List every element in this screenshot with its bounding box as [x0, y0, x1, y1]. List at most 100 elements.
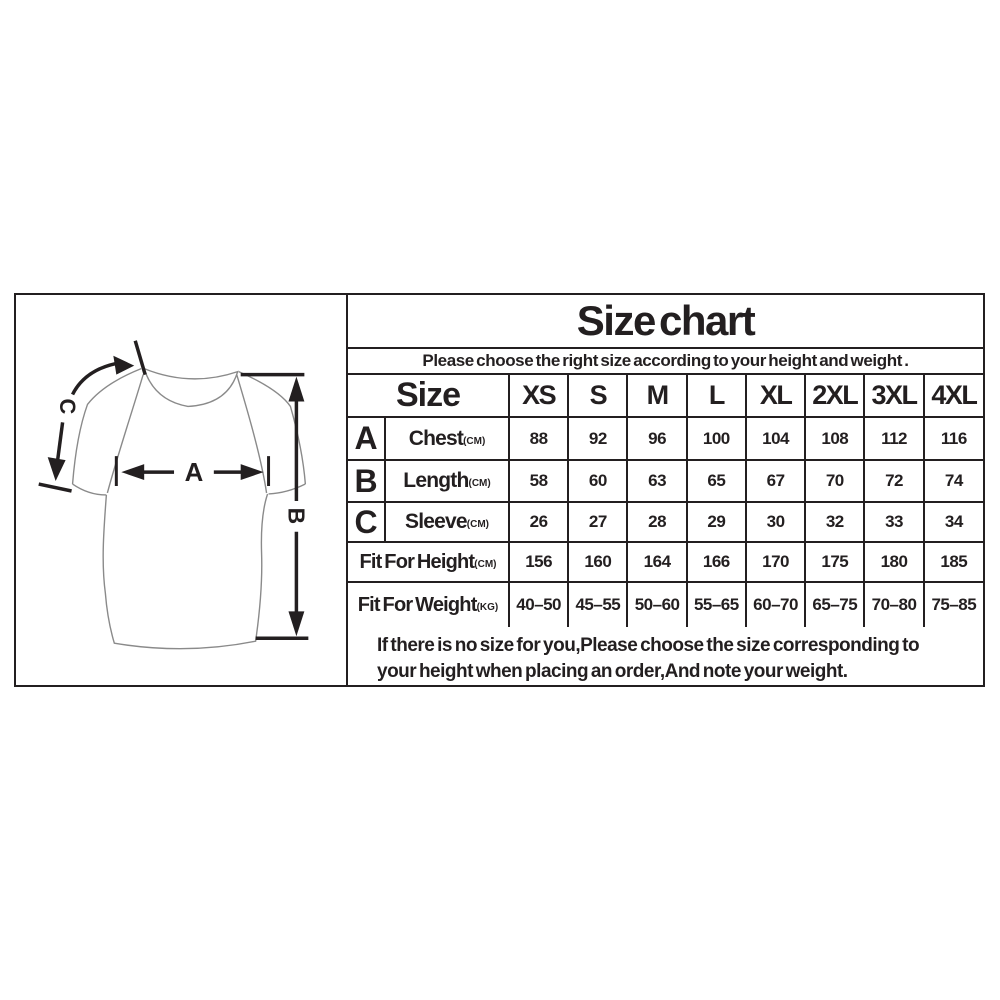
- column-header-xl: XL: [744, 374, 807, 418]
- cell-value: 50–60: [626, 581, 688, 628]
- table-row-fit-height: Fit For Height(CM) 156 160 164 166 170 1…: [346, 541, 985, 583]
- row-label: Chest(CM): [383, 416, 511, 461]
- cell-value: 34: [922, 501, 985, 543]
- cell-value: 164: [626, 541, 688, 583]
- size-chart-note: If there is no size for you,Please choos…: [348, 627, 983, 685]
- table-row-length: B Length(CM) 58 60 63 65 67 70 72 74: [347, 459, 985, 503]
- table-header-row: Size XS S M L XL 2XL 3XL 4XL: [346, 374, 985, 418]
- cell-value: 33: [863, 501, 925, 543]
- size-chart-title: Size chart: [348, 295, 983, 349]
- row-letter: B: [347, 459, 386, 503]
- cell-value: 166: [685, 541, 747, 583]
- cell-value: 156: [508, 541, 570, 583]
- cell-value: 32: [804, 501, 866, 543]
- cell-value: 72: [863, 459, 925, 503]
- row-letter: A: [347, 416, 386, 461]
- column-header-4xl: 4XL: [922, 374, 985, 418]
- row-unit: (CM): [474, 558, 497, 570]
- sleeve-tick-bottom: [38, 482, 72, 493]
- row-label: Fit For Weight(KG): [346, 581, 511, 628]
- label-c: C: [55, 399, 80, 415]
- row-label-text: Chest: [408, 426, 464, 450]
- measurement-chest: A: [114, 456, 271, 487]
- cell-value: 100: [685, 416, 747, 461]
- note-line-2: your height when placing an order,And no…: [377, 661, 848, 682]
- cell-value: 88: [508, 416, 570, 461]
- cell-value: 26: [508, 501, 570, 543]
- sleeve-arrowhead-top: [113, 355, 135, 375]
- chest-arrowhead-right: [240, 464, 264, 481]
- cell-value: 70: [804, 459, 866, 503]
- cell-value: 27: [567, 501, 629, 543]
- row-label-text: Sleeve: [405, 510, 468, 533]
- cell-value: 58: [508, 459, 570, 503]
- cell-value: 45–55: [567, 581, 629, 628]
- column-header-2xl: 2XL: [804, 374, 866, 418]
- chest-arrowhead-left: [121, 464, 145, 481]
- cell-value: 29: [685, 501, 747, 543]
- shirt-right-raglan-seam: [236, 374, 268, 494]
- cell-value: 30: [744, 501, 807, 543]
- cell-value: 92: [567, 416, 629, 461]
- cell-value: 65–75: [804, 581, 866, 628]
- column-header-3xl: 3XL: [863, 374, 925, 418]
- size-chart-subtitle: Please choose the right size according t…: [348, 349, 983, 375]
- cell-value: 60: [567, 459, 629, 503]
- sleeve-arrowhead-down: [47, 457, 66, 482]
- cell-value: 104: [744, 416, 807, 461]
- cell-value: 74: [922, 459, 985, 503]
- measurement-sleeve: C: [38, 340, 147, 493]
- column-header-l: L: [685, 374, 747, 418]
- table-row-sleeve: C Sleeve(CM) 26 27 28 29 30 32 33 34: [347, 501, 985, 543]
- shirt-diagram-panel: A B C: [16, 295, 346, 685]
- table-row-fit-weight: Fit For Weight(KG) 40–50 45–55 50–60 55–…: [346, 581, 985, 628]
- row-unit: (CM): [463, 435, 486, 447]
- shirt-left-raglan-seam: [106, 374, 144, 494]
- size-chart-board: A B C Size cha: [14, 293, 985, 687]
- row-label: Sleeve(CM): [383, 501, 511, 543]
- cell-value: 70–80: [863, 581, 925, 628]
- cell-value: 96: [626, 416, 688, 461]
- cell-value: 55–65: [685, 581, 747, 628]
- cell-value: 116: [922, 416, 985, 461]
- column-header-size: Size: [346, 374, 511, 418]
- column-header-xs: XS: [508, 374, 570, 418]
- cell-value: 67: [744, 459, 807, 503]
- cell-value: 40–50: [508, 581, 570, 628]
- cell-value: 175: [804, 541, 866, 583]
- sleeve-curved-shaft: [70, 361, 116, 396]
- shirt-left-cuff: [72, 483, 107, 496]
- row-label-text: Length: [403, 469, 469, 492]
- shirt-left-sleeve: [71, 367, 142, 485]
- size-table-panel: Size chart Please choose the right size …: [346, 295, 985, 685]
- row-unit: (CM): [466, 519, 489, 530]
- column-header-s: S: [567, 374, 629, 418]
- row-label-text: Fit For Weight: [357, 593, 478, 616]
- sleeve-down-shaft: [55, 422, 65, 461]
- cell-value: 108: [804, 416, 866, 461]
- cell-value: 60–70: [744, 581, 807, 628]
- row-label: Length(CM): [383, 459, 511, 503]
- cell-value: 185: [922, 541, 985, 583]
- chest-tick-marks: [114, 456, 271, 487]
- cell-value: 63: [626, 459, 688, 503]
- table-row-chest: A Chest(CM) 88 92 96 100 104 108 112 116: [347, 416, 985, 461]
- cell-value: 112: [863, 416, 925, 461]
- cell-value: 170: [744, 541, 807, 583]
- row-label-text: Fit For Height: [359, 550, 476, 573]
- size-table: Size XS S M L XL 2XL 3XL 4XL A Chest(CM)…: [346, 374, 985, 628]
- shirt-right-cuff: [268, 483, 306, 495]
- length-arrowhead-up: [288, 376, 305, 402]
- row-label: Fit For Height(CM): [346, 541, 511, 583]
- cell-value: 65: [685, 459, 747, 503]
- length-arrowhead-down: [288, 611, 305, 637]
- note-line-1: If there is no size for you,Please choos…: [377, 635, 920, 656]
- row-letter: C: [347, 501, 386, 543]
- column-header-m: M: [626, 374, 688, 418]
- measurement-length: B: [240, 372, 309, 640]
- cell-value: 75–85: [922, 581, 985, 628]
- sleeve-tick-top: [133, 340, 147, 376]
- row-unit: (KG): [476, 601, 499, 613]
- cell-value: 28: [626, 501, 688, 543]
- label-b: B: [283, 508, 309, 525]
